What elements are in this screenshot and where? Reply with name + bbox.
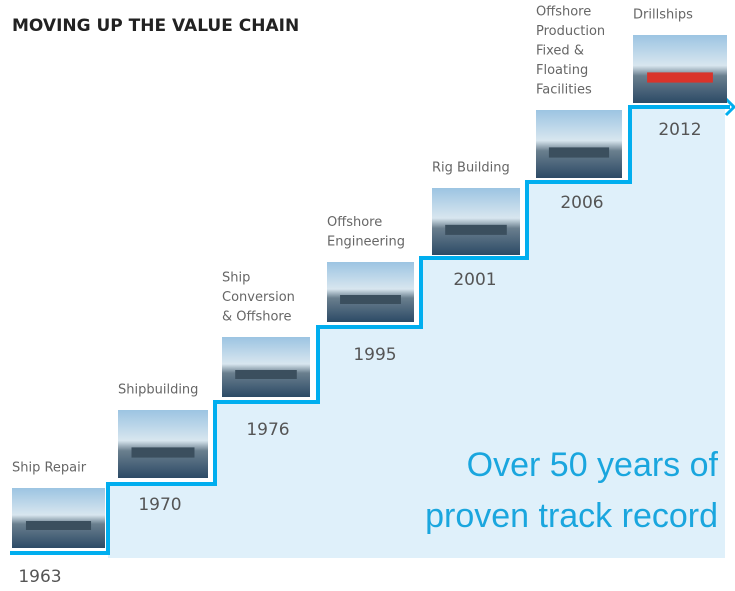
step-label: & Offshore	[222, 310, 291, 325]
photo-hull	[445, 225, 507, 235]
step-label: Conversion	[222, 290, 295, 305]
step-year: 2012	[658, 120, 701, 140]
photo-hull	[26, 521, 91, 530]
photo-hull	[340, 295, 401, 304]
tagline: proven track record	[425, 497, 718, 535]
step-photo	[12, 488, 105, 548]
photo-hull	[132, 447, 195, 457]
step-label: Drillships	[633, 8, 693, 23]
step-label: Shipbuilding	[118, 383, 198, 398]
step-label: Facilities	[536, 83, 592, 98]
photo-hull	[235, 370, 297, 379]
step-photo	[432, 188, 520, 255]
step-label: Fixed &	[536, 44, 584, 59]
stair-fill	[108, 107, 725, 558]
step-year: 1970	[138, 495, 181, 515]
step-year: 2001	[453, 270, 496, 290]
step-label: Offshore	[327, 215, 382, 230]
step-label: Engineering	[327, 235, 405, 250]
step-label: Floating	[536, 63, 588, 78]
step-label: Rig Building	[432, 161, 510, 176]
diagram: MOVING UP THE VALUE CHAIN Over 50 years …	[0, 0, 735, 587]
step-year: 1963	[18, 567, 61, 587]
step-photo	[222, 337, 310, 397]
tagline: Over 50 years of	[467, 446, 719, 484]
title: MOVING UP THE VALUE CHAIN	[12, 16, 299, 36]
step-photo	[536, 110, 622, 178]
step-label: Production	[536, 24, 605, 39]
photo-hull	[647, 72, 713, 82]
step-photo	[327, 262, 414, 322]
step-label: Offshore	[536, 5, 591, 20]
step-photo	[633, 35, 727, 103]
step-year: 1976	[246, 420, 289, 440]
step-label: Ship	[222, 271, 250, 286]
step-year: 2006	[560, 193, 603, 213]
page: MOVING UP THE VALUE CHAIN Over 50 years …	[0, 0, 735, 591]
step-year: 1995	[353, 345, 396, 365]
photo-hull	[549, 147, 609, 157]
step-photo	[118, 410, 208, 478]
step-label: Ship Repair	[12, 461, 87, 476]
